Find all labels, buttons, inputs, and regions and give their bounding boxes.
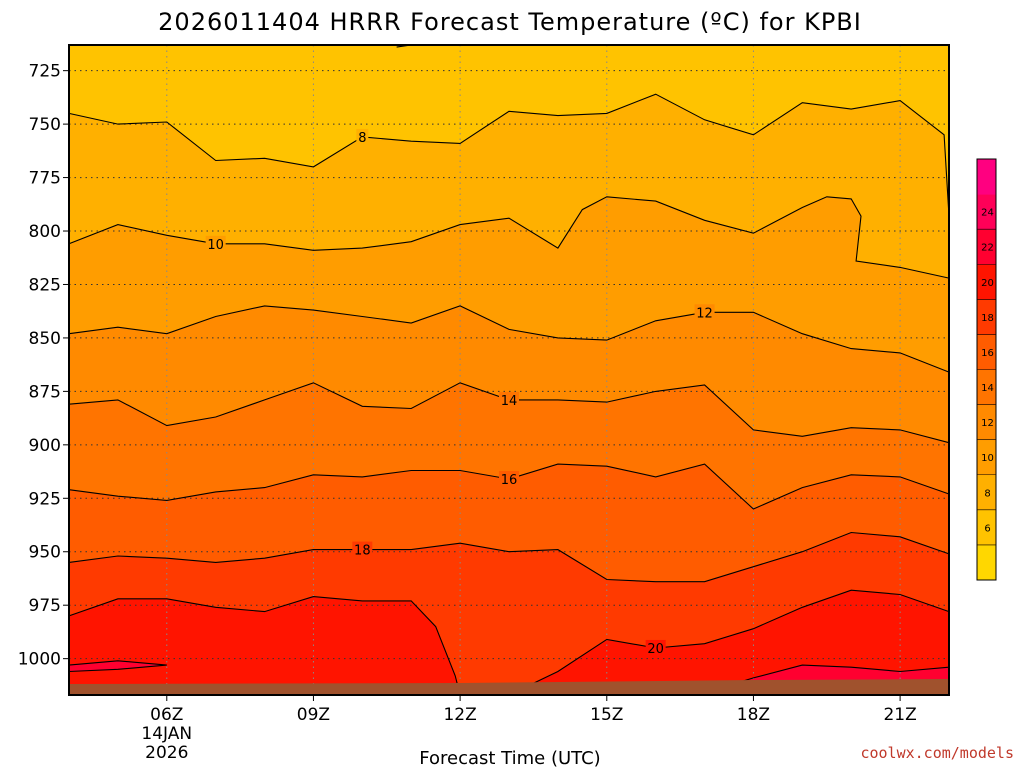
contour-label-18: 18 xyxy=(354,544,371,559)
colorbar-swatch-26 xyxy=(977,159,996,195)
colorbar-swatch-20 xyxy=(977,264,996,300)
y-tick-label-900: 900 xyxy=(29,436,61,456)
colorbar-tick-label-22: 22 xyxy=(981,243,994,254)
x-tick-label-15Z: 15Z xyxy=(590,705,623,725)
colorbar-swatch-12 xyxy=(977,404,996,441)
colorbar-swatch-22 xyxy=(977,229,996,265)
contour-line-18 xyxy=(68,531,950,583)
y-axis: 725 750 775 800 825 850 875 900 925 950 975 1000 xyxy=(18,62,69,670)
contour-label-bg xyxy=(645,639,666,655)
colorbar-swatch-6 xyxy=(977,509,996,546)
y-tick-label-725: 725 xyxy=(29,62,61,82)
plot-frame xyxy=(68,44,950,696)
colorbar-swatch-4 xyxy=(977,544,996,581)
contour-line-8 xyxy=(68,93,950,217)
colorbar-swatch-16 xyxy=(977,334,996,370)
contour-labels: 8 10 12 14 16 18 20 xyxy=(205,128,715,657)
contour-label-bg xyxy=(499,391,519,407)
y-tick-label-750: 750 xyxy=(29,115,61,135)
colorbar-tick-label-18: 18 xyxy=(981,313,994,324)
contour-line-20 xyxy=(68,596,461,696)
contour-label-14: 14 xyxy=(501,394,518,409)
y-tick-label-775: 775 xyxy=(29,169,61,189)
x-tick-label-09Z: 09Z xyxy=(297,705,330,725)
contour-line-12 xyxy=(68,305,950,373)
contour-label-16: 16 xyxy=(501,473,518,488)
x-tick-sublabel: 14JAN xyxy=(141,724,192,744)
contour-label-10: 10 xyxy=(207,238,224,253)
credit-text: coolwx.com/models xyxy=(860,744,1014,762)
contour-line-22 xyxy=(68,660,167,673)
y-tick-label-825: 825 xyxy=(29,275,61,295)
x-tick-label-06Z: 06Z xyxy=(150,705,183,725)
ground-terrain xyxy=(69,679,949,695)
colorbar-swatch-18 xyxy=(977,299,996,335)
contour-label-bg xyxy=(694,304,715,320)
y-tick-label-950: 950 xyxy=(29,543,61,563)
contour-label-bg xyxy=(499,471,519,487)
contour-label-bg xyxy=(352,541,373,557)
x-tick-label-18Z: 18Z xyxy=(737,705,770,725)
colorbar-tick-label-8: 8 xyxy=(984,488,990,499)
colorbar-tick-label-10: 10 xyxy=(981,453,994,464)
y-tick-label-1000: 1000 xyxy=(18,650,61,670)
y-tick-label-875: 875 xyxy=(29,382,61,402)
contour-line-20 xyxy=(508,589,950,696)
colorbar-tick-label-12: 12 xyxy=(981,418,994,429)
colorbar-swatch-14 xyxy=(977,369,996,406)
contour-line-10 xyxy=(68,196,950,279)
x-axis-title: Forecast Time (UTC) xyxy=(419,748,600,768)
ground-area xyxy=(69,679,949,695)
x-tick-label-21Z: 21Z xyxy=(883,705,916,725)
contour-label-bg xyxy=(205,235,226,251)
y-tick-label-800: 800 xyxy=(29,222,61,242)
colorbar-tick-label-16: 16 xyxy=(981,348,994,359)
contour-label-20: 20 xyxy=(647,642,664,657)
y-tick-label-975: 975 xyxy=(29,596,61,616)
band-20-22 xyxy=(69,596,461,695)
colorbar-swatch-24 xyxy=(977,194,996,230)
y-tick-label-925: 925 xyxy=(29,489,61,509)
contour-label-bg xyxy=(356,128,369,144)
contour-label-12: 12 xyxy=(696,306,713,321)
colorbar: 6 8 10 12 14 16 18 20 22 24 xyxy=(976,158,997,581)
contour-label-8: 8 xyxy=(358,131,366,146)
x-tick-label-12Z: 12Z xyxy=(443,705,476,725)
colorbar-tick-label-24: 24 xyxy=(981,208,994,219)
temperature-fill-bands xyxy=(69,45,949,696)
colorbar-swatch-10 xyxy=(977,439,996,476)
colorbar-tick-label-20: 20 xyxy=(981,278,994,289)
colorbar-tick-label-14: 14 xyxy=(981,383,994,394)
y-tick-label-850: 850 xyxy=(29,329,61,349)
colorbar-swatch-8 xyxy=(977,474,996,511)
chart-title: 2026011404 HRRR Forecast Temperature (ºC… xyxy=(158,8,862,36)
x-tick-sublabel: 2026 xyxy=(145,743,188,763)
colorbar-tick-label-6: 6 xyxy=(984,523,990,534)
